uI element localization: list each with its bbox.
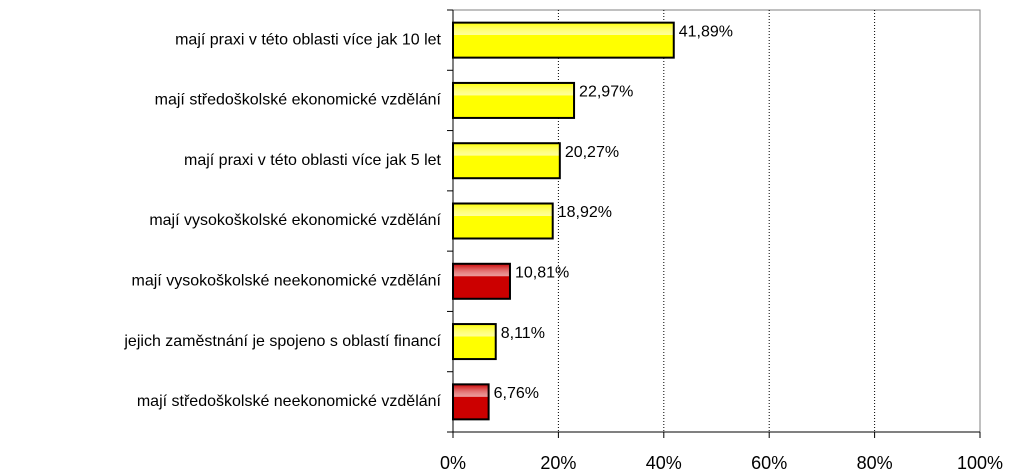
value-label: 20,27% <box>565 144 619 161</box>
category-label: mají středoškolské neekonomické vzdělání <box>137 393 442 410</box>
value-label: 6,76% <box>494 385 539 402</box>
value-label: 41,89% <box>679 23 733 40</box>
value-label: 10,81% <box>515 265 569 282</box>
bar <box>452 383 490 421</box>
x-tick-label: 40% <box>646 453 682 473</box>
x-tick-label: 60% <box>751 453 787 473</box>
category-label: jejich zaměstnání je spojeno s oblastí f… <box>123 333 441 350</box>
bar <box>452 323 497 361</box>
bar <box>452 81 576 119</box>
category-label: mají praxi v této oblasti více jak 5 let <box>184 152 442 169</box>
value-label: 22,97% <box>579 84 633 101</box>
bar <box>452 202 554 240</box>
x-tick-label: 20% <box>540 453 576 473</box>
x-tick-label: 80% <box>857 453 893 473</box>
x-tick-label: 0% <box>440 453 466 473</box>
category-label: mají vysokoškolské ekonomické vzdělání <box>149 212 441 229</box>
bar <box>452 262 511 300</box>
category-label: mají praxi v této oblasti více jak 10 le… <box>175 31 441 48</box>
value-label: 18,92% <box>558 204 612 221</box>
bar <box>452 142 561 180</box>
category-label: mají vysokoškolské neekonomické vzdělání <box>132 273 442 290</box>
x-tick-label: 100% <box>957 453 1003 473</box>
value-label: 8,11% <box>501 325 545 342</box>
category-label: mají středoškolské ekonomické vzdělání <box>155 92 442 109</box>
bar <box>452 21 675 59</box>
